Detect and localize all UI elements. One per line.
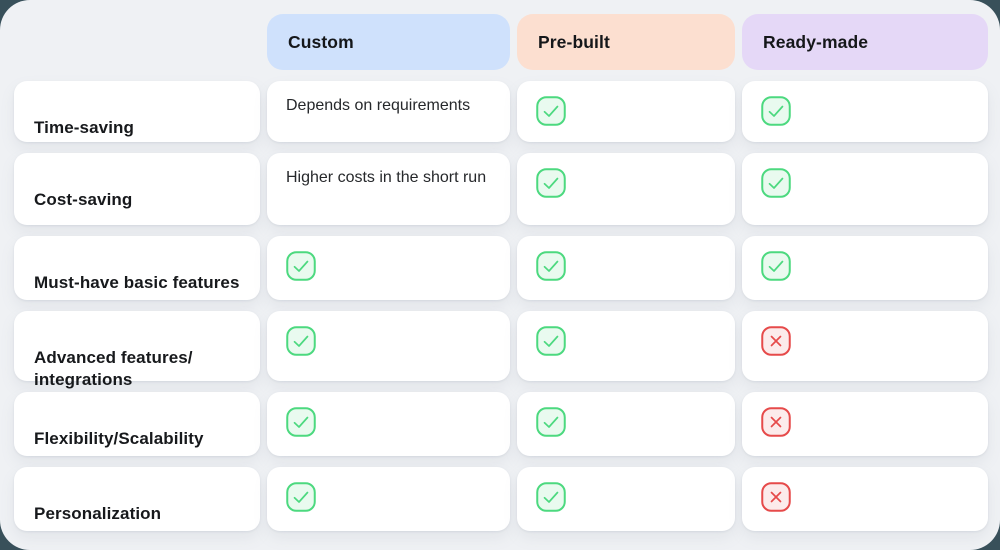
row-label: Must-have basic features	[34, 273, 240, 293]
check-icon	[286, 482, 316, 512]
table-cell-check	[267, 311, 510, 381]
row-label: Time-saving	[34, 118, 134, 138]
table-cell-check	[517, 311, 735, 381]
row-label-card: Flexibility/Scalability	[14, 392, 260, 456]
table-cell-text: Depends on requirements	[267, 81, 510, 142]
row-label-card: Personalization	[14, 467, 260, 531]
check-icon	[761, 96, 791, 126]
cross-icon	[761, 407, 791, 437]
check-icon	[536, 168, 566, 198]
table-cell-cross	[742, 311, 988, 381]
table-cell-check	[517, 153, 735, 225]
column-header: Pre-built	[517, 14, 735, 70]
cell-text: Depends on requirements	[286, 97, 471, 114]
check-icon	[536, 407, 566, 437]
column-header-label: Custom	[288, 31, 354, 52]
corner-spacer	[14, 14, 260, 70]
column-header: Ready-made	[742, 14, 988, 70]
table-cell-check	[517, 467, 735, 531]
column-header-label: Ready-made	[763, 31, 869, 52]
check-icon	[761, 168, 791, 198]
row-label: Advanced features/ integrations	[34, 348, 193, 389]
row-label-card: Time-saving	[14, 81, 260, 142]
table-cell-check	[517, 392, 735, 456]
row-label: Cost-saving	[34, 190, 133, 210]
cross-icon	[761, 326, 791, 356]
table-cell-cross	[742, 392, 988, 456]
check-icon	[286, 326, 316, 356]
column-header: Custom	[267, 14, 510, 70]
check-icon	[761, 251, 791, 281]
row-label: Flexibility/Scalability	[34, 429, 204, 449]
cell-text: Higher costs in the short run	[286, 169, 487, 186]
table-cell-check	[267, 467, 510, 531]
row-label: Personalization	[34, 504, 162, 524]
check-icon	[286, 407, 316, 437]
table-cell-check	[742, 236, 988, 300]
row-label-card: Advanced features/ integrations	[14, 311, 260, 389]
row-label-card: Cost-saving	[14, 153, 260, 225]
check-icon	[536, 482, 566, 512]
table-cell-cross	[742, 467, 988, 531]
check-icon	[536, 96, 566, 126]
table-cell-check	[742, 81, 988, 142]
row-label-card: Must-have basic features	[14, 236, 260, 300]
check-icon	[536, 326, 566, 356]
table-cell-check	[742, 153, 988, 225]
table-cell-check	[517, 236, 735, 300]
table-cell-check	[267, 392, 510, 456]
table-cell-check	[267, 236, 510, 300]
check-icon	[286, 251, 316, 281]
table-cell-check	[517, 81, 735, 142]
column-header-label: Pre-built	[538, 31, 610, 52]
cross-icon	[761, 482, 791, 512]
table-cell-text: Higher costs in the short run	[267, 153, 510, 225]
check-icon	[536, 251, 566, 281]
